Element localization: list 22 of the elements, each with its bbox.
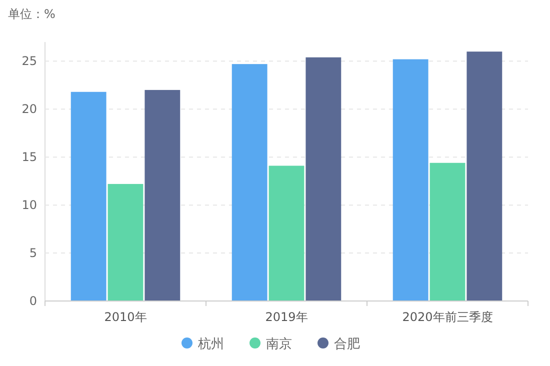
bar bbox=[144, 90, 180, 301]
y-tick-label: 0 bbox=[29, 294, 37, 308]
bar bbox=[268, 166, 304, 301]
bar bbox=[466, 52, 502, 301]
legend-label: 南京 bbox=[266, 337, 292, 352]
y-tick-label: 20 bbox=[22, 102, 37, 116]
chart-title: 单位：% bbox=[8, 7, 56, 21]
bar bbox=[306, 57, 342, 301]
y-tick-label: 15 bbox=[22, 150, 37, 164]
bar bbox=[430, 162, 466, 301]
y-tick-label: 10 bbox=[22, 198, 37, 212]
x-tick-label: 2020年前三季度 bbox=[402, 310, 493, 324]
bar bbox=[392, 59, 428, 301]
legend-label: 合肥 bbox=[334, 337, 360, 352]
bar bbox=[232, 64, 268, 301]
y-tick-label: 25 bbox=[22, 54, 37, 68]
bar bbox=[108, 184, 144, 301]
bar bbox=[70, 92, 106, 301]
legend-label: 杭州 bbox=[197, 337, 224, 352]
y-tick-label: 5 bbox=[29, 246, 37, 260]
x-tick-label: 2019年 bbox=[265, 310, 308, 324]
x-tick-label: 2010年 bbox=[104, 310, 147, 324]
